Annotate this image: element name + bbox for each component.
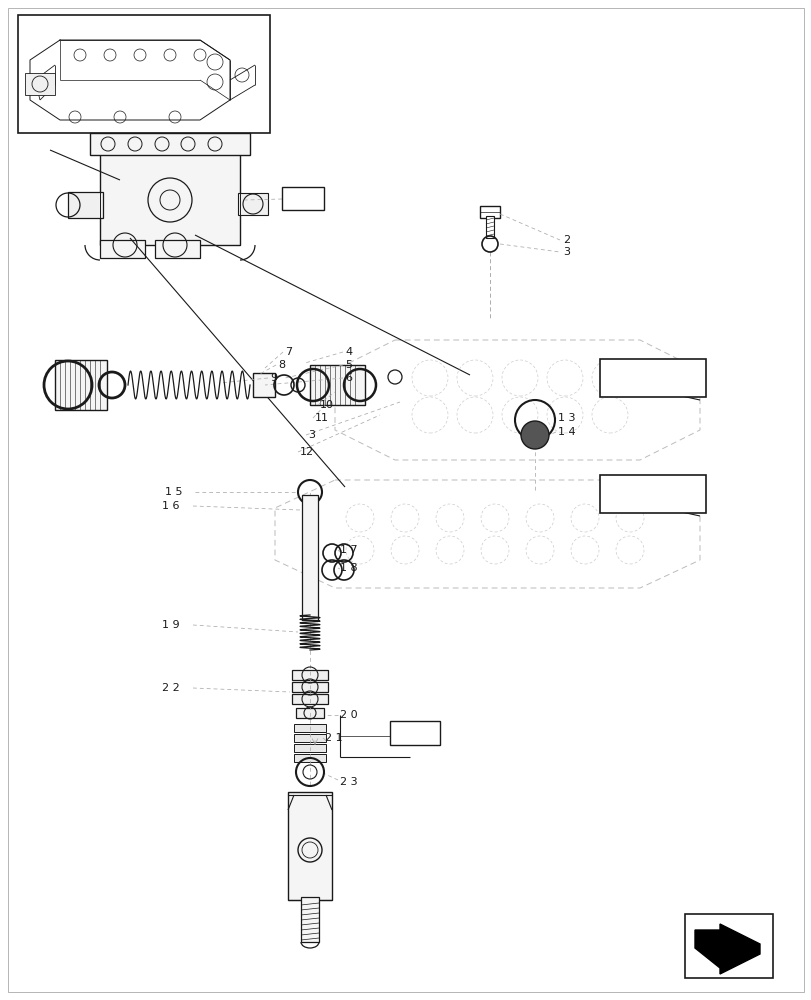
Text: 2 0: 2 0	[340, 710, 357, 720]
Bar	[301, 897, 319, 942]
Bar	[310, 365, 365, 405]
Text: PAG .2: PAG .2	[629, 371, 675, 385]
Bar	[302, 495, 318, 620]
Text: 2 1: 2 1	[324, 733, 342, 743]
Bar	[389, 721, 440, 745]
Text: 1: 1	[298, 192, 307, 206]
Text: 9: 9	[270, 373, 277, 383]
Text: 3: 3	[307, 430, 315, 440]
Text: 11: 11	[315, 413, 328, 423]
Text: 4: 4	[345, 347, 352, 357]
Text: PAG .1: PAG .1	[629, 487, 675, 501]
Text: 1 8: 1 8	[340, 563, 357, 573]
Text: 12: 12	[299, 447, 314, 457]
Text: 2 3: 2 3	[340, 777, 357, 787]
Text: 2: 2	[562, 235, 569, 245]
Bar	[55, 360, 107, 410]
Bar	[599, 359, 705, 397]
Text: 1 5: 1 5	[165, 487, 182, 497]
Bar	[292, 682, 328, 692]
Text: 1 3: 1 3	[557, 413, 575, 423]
Bar	[292, 670, 328, 680]
Bar	[292, 694, 328, 704]
Text: 1 6: 1 6	[162, 501, 179, 511]
Bar	[68, 192, 103, 218]
Bar	[281, 187, 324, 210]
Bar	[486, 216, 493, 238]
Text: 1 7: 1 7	[340, 545, 357, 555]
Text: 1 9: 1 9	[162, 620, 179, 630]
Text: 3: 3	[562, 247, 569, 257]
Text: 6: 6	[345, 373, 351, 383]
Bar	[155, 240, 200, 258]
Bar	[100, 240, 145, 258]
Text: 5: 5	[345, 360, 351, 370]
Text: 8: 8	[277, 360, 285, 370]
Text: 10: 10	[320, 400, 333, 410]
Bar	[294, 754, 325, 762]
Text: 2 2: 2 2	[162, 683, 179, 693]
Bar	[294, 724, 325, 732]
Bar	[288, 792, 332, 900]
Polygon shape	[694, 924, 759, 974]
Bar	[684, 914, 772, 978]
Bar	[294, 734, 325, 742]
Bar	[238, 193, 268, 215]
Bar	[599, 475, 705, 513]
Text: 24: 24	[406, 726, 423, 740]
Bar	[294, 744, 325, 752]
Bar	[296, 708, 324, 718]
Bar	[253, 373, 275, 397]
Text: 7: 7	[285, 347, 292, 357]
Circle shape	[521, 421, 548, 449]
Bar	[90, 133, 250, 155]
Text: 1 4: 1 4	[557, 427, 575, 437]
Bar	[18, 15, 270, 133]
Bar	[479, 206, 500, 218]
Bar	[25, 73, 55, 95]
Bar	[100, 150, 240, 245]
